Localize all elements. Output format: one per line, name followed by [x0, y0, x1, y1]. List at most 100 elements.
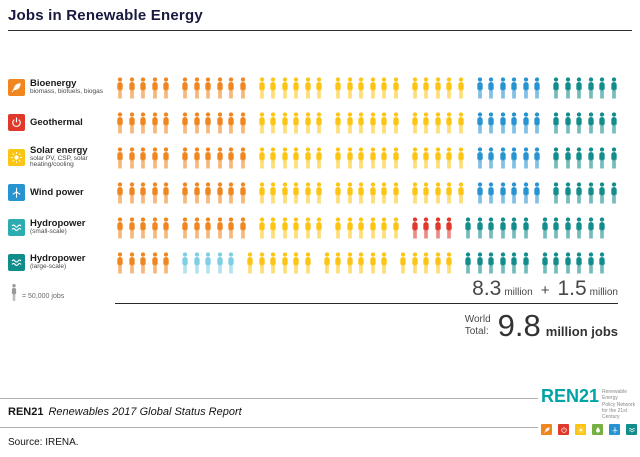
footer-divider-bottom: [0, 427, 640, 428]
person-icon: [356, 145, 366, 171]
legend-label: Hydropower: [30, 218, 86, 230]
person-icon: [192, 110, 202, 136]
person-icon: [150, 110, 160, 136]
person-icon: [226, 110, 236, 136]
waves-icon: [626, 424, 637, 436]
pictogram-block: [410, 180, 466, 206]
person-icon: [238, 215, 248, 241]
person-icon: [192, 75, 202, 101]
world-total-unit: million jobs: [545, 324, 618, 339]
person-icon: [226, 215, 236, 241]
person-icon: [486, 110, 496, 136]
person-icon: [291, 215, 301, 241]
plus-sign: +: [540, 282, 550, 299]
person-icon: [597, 180, 607, 206]
person-icon: [368, 75, 378, 101]
person-icon: [127, 145, 137, 171]
person-icon: [368, 110, 378, 136]
person-icon: [268, 215, 278, 241]
unit-person-icon: [10, 283, 18, 302]
pictogram-block: [115, 110, 171, 136]
person-icon: [574, 110, 584, 136]
pictogram-block: [475, 145, 543, 171]
pictogram-row: [115, 140, 620, 175]
person-icon: [521, 250, 531, 276]
person-icon: [475, 145, 485, 171]
large-hydro-value: 1.5: [557, 277, 587, 300]
person-icon: [368, 145, 378, 171]
person-icon: [138, 75, 148, 101]
person-icon: [498, 110, 508, 136]
person-icon: [356, 110, 366, 136]
waves-icon: [8, 254, 25, 271]
person-icon: [563, 215, 573, 241]
person-icon: [509, 110, 519, 136]
person-icon: [291, 75, 301, 101]
person-icon: [268, 145, 278, 171]
person-icon: [391, 215, 401, 241]
person-icon: [180, 145, 190, 171]
person-icon: [257, 110, 267, 136]
world-total-label: World Total:: [465, 314, 491, 338]
person-icon: [421, 215, 431, 241]
person-icon: [345, 215, 355, 241]
wind-turbine-icon: [609, 424, 620, 436]
pictogram-block: [115, 75, 171, 101]
pictogram-block: [115, 215, 171, 241]
person-icon: [215, 110, 225, 136]
report-brand: REN21: [8, 406, 44, 418]
pictogram-grid: [115, 70, 620, 280]
leaf-icon: [541, 424, 552, 436]
subtotal-line: 8.3 million + 1.5 million: [472, 277, 618, 301]
pictogram-block: [551, 180, 619, 206]
person-icon: [356, 180, 366, 206]
person-icon: [115, 215, 125, 241]
person-icon: [150, 145, 160, 171]
person-icon: [257, 180, 267, 206]
person-icon: [268, 110, 278, 136]
person-icon: [444, 250, 454, 276]
pictogram-block: [333, 145, 401, 171]
person-icon: [509, 250, 519, 276]
drop-icon: [592, 424, 603, 436]
person-icon: [498, 145, 508, 171]
legend-item-wind: Wind power: [8, 175, 113, 210]
person-icon: [391, 180, 401, 206]
person-icon: [421, 145, 431, 171]
person-icon: [138, 215, 148, 241]
legend-sublabel: biomass, biofuels, biogas: [30, 88, 103, 96]
person-icon: [509, 180, 519, 206]
world-total-line: World Total: 9.8 million jobs: [465, 308, 618, 344]
person-icon: [410, 215, 420, 241]
report-title: Renewables 2017 Global Status Report: [48, 406, 242, 418]
person-icon: [379, 145, 389, 171]
pictogram-block: [180, 250, 236, 276]
person-icon: [475, 180, 485, 206]
pictogram-block: [333, 215, 401, 241]
person-icon: [150, 180, 160, 206]
person-icon: [150, 250, 160, 276]
pictogram-block: [322, 250, 390, 276]
person-icon: [498, 215, 508, 241]
person-icon: [368, 250, 378, 276]
person-icon: [180, 180, 190, 206]
person-icon: [410, 250, 420, 276]
person-icon: [379, 75, 389, 101]
legend-label: Geothermal: [30, 116, 83, 128]
person-icon: [532, 180, 542, 206]
pictogram-block: [410, 110, 466, 136]
person-icon: [532, 110, 542, 136]
person-icon: [127, 110, 137, 136]
person-icon: [291, 110, 301, 136]
pictogram-row: [115, 245, 620, 280]
pictogram-block: [180, 215, 248, 241]
person-icon: [609, 145, 619, 171]
pictogram-block: [551, 110, 619, 136]
person-icon: [138, 180, 148, 206]
person-icon: [192, 250, 202, 276]
person-icon: [433, 180, 443, 206]
person-icon: [280, 145, 290, 171]
person-icon: [356, 75, 366, 101]
person-icon: [138, 250, 148, 276]
pictogram-block: [475, 110, 543, 136]
